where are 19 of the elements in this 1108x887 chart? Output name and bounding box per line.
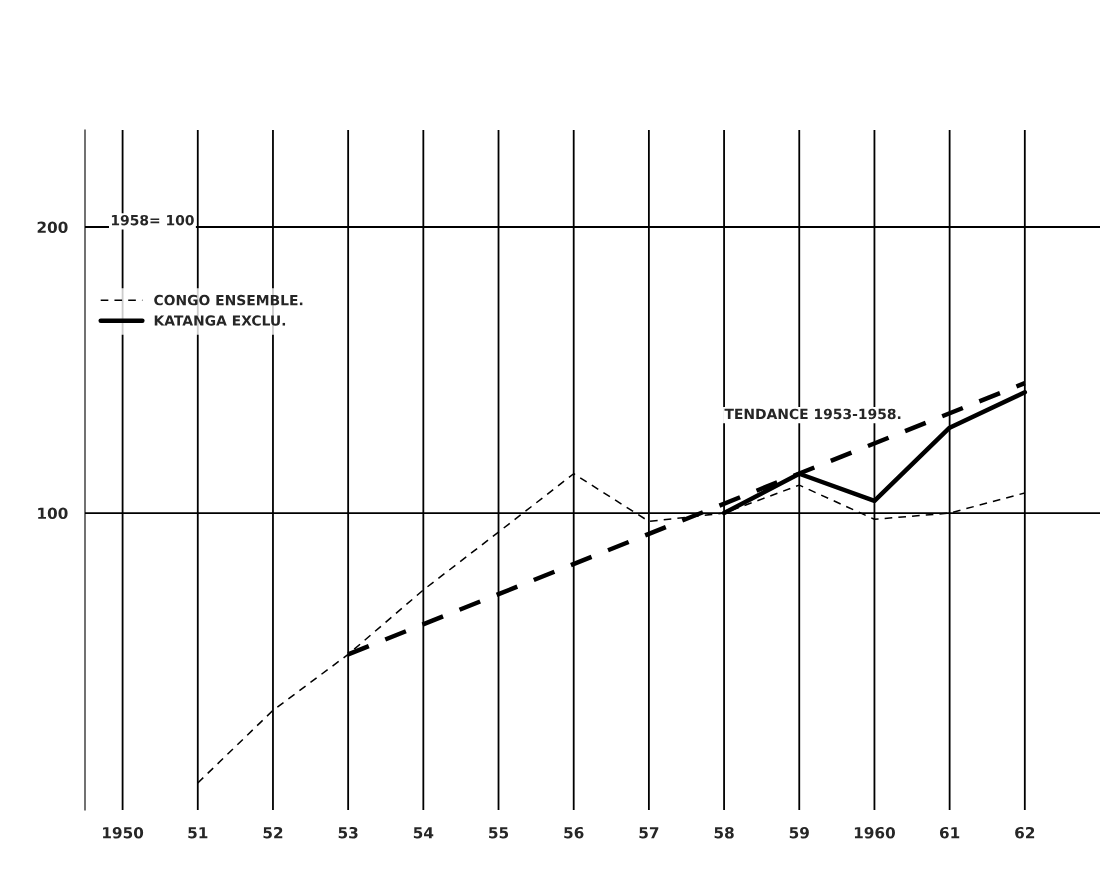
legend-label: KATANGA EXCLU.: [154, 315, 286, 326]
x-tick-label: 55: [489, 827, 509, 839]
x-tick-label: 56: [564, 826, 584, 839]
x-tick-label: 59: [789, 826, 809, 839]
x-tick-label: 1960: [854, 826, 895, 839]
x-tick-label: 54: [413, 827, 434, 839]
x-tick-label: 62: [1015, 826, 1035, 839]
x-tick-label: 57: [639, 827, 659, 839]
y-tick-label: 200: [37, 221, 68, 234]
x-tick-label: 1950: [103, 826, 144, 839]
x-tick-label: 51: [188, 827, 208, 839]
annotation: 1958= 100: [111, 214, 194, 226]
legend-label: CONGO ENSEMBLE.: [154, 294, 303, 306]
x-tick-label: 61: [939, 826, 960, 839]
x-tick-label: 53: [338, 826, 358, 839]
x-tick-label: 52: [263, 826, 283, 839]
annotation: TENDANCE 1953-1958.: [724, 408, 901, 420]
x-tick-label: 58: [714, 826, 734, 839]
y-tick-label: 100: [38, 507, 68, 520]
